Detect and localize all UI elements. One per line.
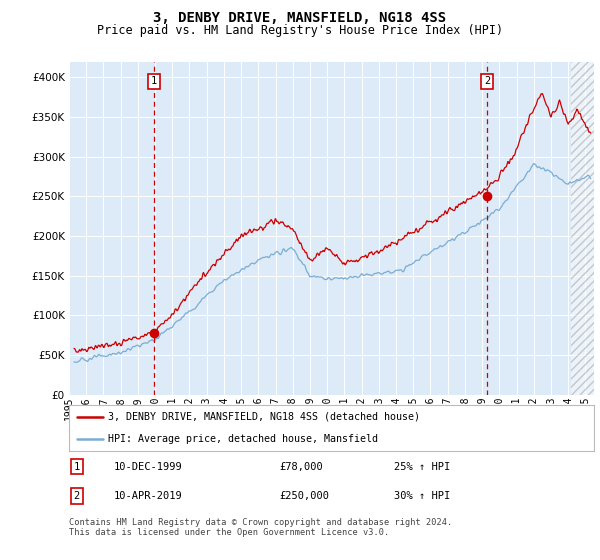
Text: Price paid vs. HM Land Registry's House Price Index (HPI): Price paid vs. HM Land Registry's House … (97, 24, 503, 36)
Text: Contains HM Land Registry data © Crown copyright and database right 2024.
This d: Contains HM Land Registry data © Crown c… (69, 518, 452, 538)
Text: 3, DENBY DRIVE, MANSFIELD, NG18 4SS: 3, DENBY DRIVE, MANSFIELD, NG18 4SS (154, 11, 446, 25)
Text: £250,000: £250,000 (279, 491, 329, 501)
Text: 10-APR-2019: 10-APR-2019 (113, 491, 182, 501)
Text: 3, DENBY DRIVE, MANSFIELD, NG18 4SS (detached house): 3, DENBY DRIVE, MANSFIELD, NG18 4SS (det… (109, 412, 421, 422)
Text: 2: 2 (484, 76, 490, 86)
Text: 1: 1 (74, 461, 80, 472)
Bar (571, 62, 594, 395)
Text: HPI: Average price, detached house, Mansfield: HPI: Average price, detached house, Mans… (109, 434, 379, 444)
Text: 25% ↑ HPI: 25% ↑ HPI (395, 461, 451, 472)
Text: 30% ↑ HPI: 30% ↑ HPI (395, 491, 451, 501)
Text: 1: 1 (151, 76, 157, 86)
Text: £78,000: £78,000 (279, 461, 323, 472)
Text: 10-DEC-1999: 10-DEC-1999 (113, 461, 182, 472)
Text: 2: 2 (74, 491, 80, 501)
